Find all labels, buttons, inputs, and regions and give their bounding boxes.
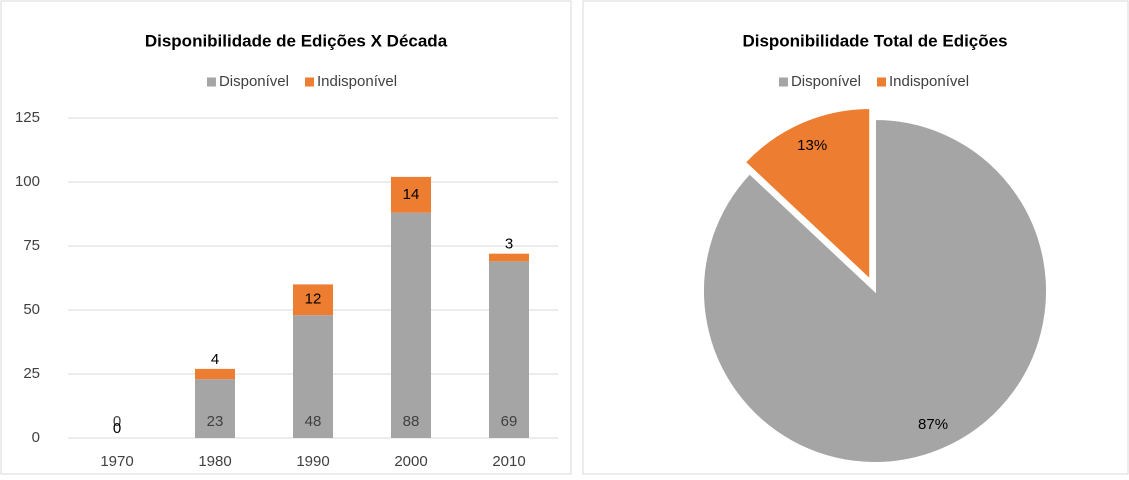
data-label: 48 <box>305 413 322 430</box>
x-tick-label: 2010 <box>492 453 525 470</box>
x-tick-label: 1990 <box>296 453 329 470</box>
pie-label: 13% <box>797 137 827 154</box>
data-label: 4 <box>211 351 219 368</box>
legend-label: Indisponível <box>889 73 969 90</box>
bar-segment <box>195 368 235 380</box>
bar-segment <box>489 261 529 438</box>
legend-label: Disponível <box>791 73 861 90</box>
x-tick-label: 2000 <box>394 453 427 470</box>
data-label: 12 <box>305 291 322 308</box>
bar-segment <box>489 253 529 262</box>
bar-segment <box>195 379 235 438</box>
left-panel <box>0 0 572 475</box>
pie-title: Disponibilidade Total de Edições <box>742 31 1007 50</box>
bar-segment <box>391 212 431 438</box>
pie-label: 87% <box>918 416 948 433</box>
bar-title: Disponibilidade de Edições X Década <box>145 31 448 50</box>
bar-segment <box>293 284 333 316</box>
y-tick-label: 50 <box>23 301 40 318</box>
data-label: 23 <box>207 413 224 430</box>
y-tick-label: 0 <box>32 429 40 446</box>
pie-slice <box>743 106 872 283</box>
legend-label: Disponível <box>219 73 289 90</box>
y-tick-label: 125 <box>15 109 40 126</box>
bar-segment <box>391 176 431 213</box>
data-label: 14 <box>403 186 420 203</box>
data-label: 0 <box>113 420 121 437</box>
x-tick-label: 1980 <box>198 453 231 470</box>
y-tick-label: 75 <box>23 237 40 254</box>
data-label: 88 <box>403 413 420 430</box>
legend-swatch <box>206 77 216 87</box>
y-tick-label: 100 <box>15 173 40 190</box>
y-tick-label: 25 <box>23 365 40 382</box>
bar-segment <box>293 315 333 438</box>
legend-label: Indisponível <box>317 73 397 90</box>
x-tick-label: 1970 <box>100 453 133 470</box>
data-label: 0 <box>113 413 121 430</box>
legend-swatch <box>876 77 886 87</box>
legend-swatch <box>304 77 314 87</box>
pie-slice <box>702 117 1048 464</box>
data-label: 69 <box>501 413 518 430</box>
data-label: 3 <box>505 236 513 253</box>
legend-swatch <box>778 77 788 87</box>
